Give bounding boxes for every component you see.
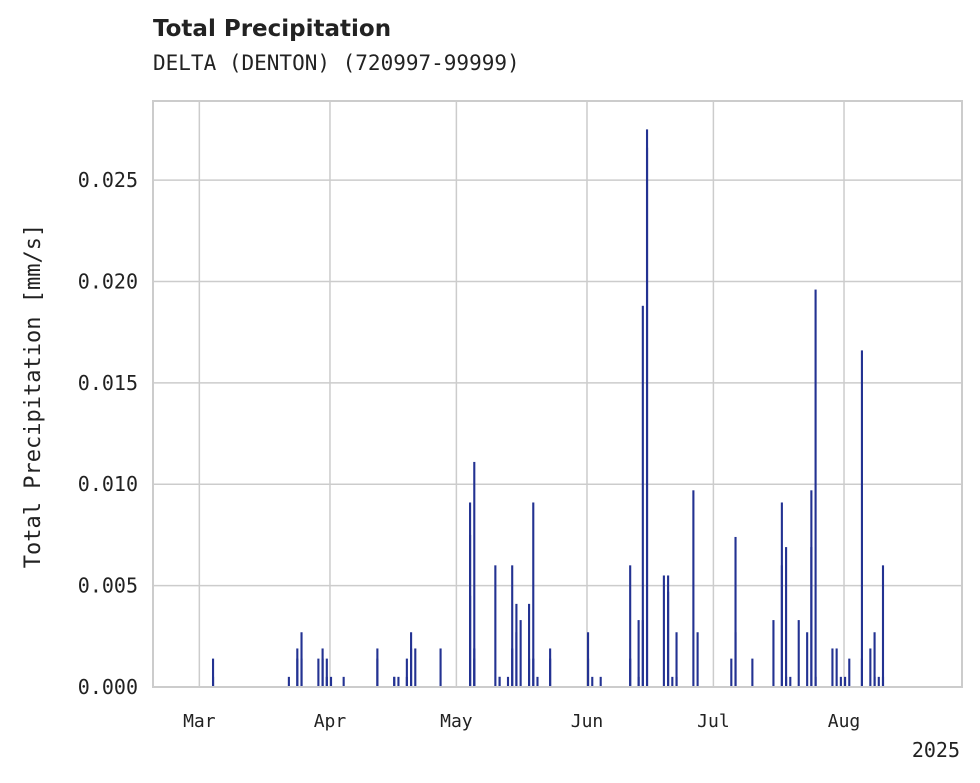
precipitation-bar xyxy=(780,502,783,687)
precipitation-bar xyxy=(511,565,514,687)
precipitation-bar xyxy=(393,676,396,687)
precipitation-bar xyxy=(211,676,215,687)
precipitation-bar xyxy=(325,676,328,687)
precipitation-bar xyxy=(515,632,518,687)
precipitation-bar xyxy=(494,565,497,687)
precipitation-bar xyxy=(797,620,800,687)
y-tick-label: 0.025 xyxy=(78,168,138,192)
y-axis-title: Total Precipitation [mm/s] xyxy=(21,224,46,568)
precipitation-bar xyxy=(877,676,880,687)
precipitation-bar xyxy=(549,648,552,687)
precipitation-bar xyxy=(405,658,408,687)
precipitation-bar xyxy=(211,658,215,687)
precipitation-bar xyxy=(498,676,501,687)
bar-series xyxy=(211,129,885,687)
chart-title: Total Precipitation xyxy=(153,16,392,42)
precipitation-bar xyxy=(873,632,876,687)
precipitation-bar xyxy=(300,658,303,687)
y-tick-label: 0.015 xyxy=(78,371,138,395)
x-tick-label: May xyxy=(440,711,473,732)
precipitation-bar xyxy=(835,648,838,687)
precipitation-bar xyxy=(599,676,602,687)
precipitation-bar xyxy=(734,536,737,687)
precipitation-bar xyxy=(641,305,644,687)
precipitation-bar xyxy=(506,676,510,687)
precipitation-bar xyxy=(536,676,539,687)
precipitation-bar xyxy=(844,676,847,687)
precipitation-bar xyxy=(696,632,699,687)
precipitation-bar xyxy=(671,676,674,687)
precipitation-bar xyxy=(473,461,476,687)
precipitation-bar xyxy=(675,632,678,687)
precipitation-bar xyxy=(675,676,678,687)
precipitation-bar xyxy=(667,575,670,687)
precipitation-bar xyxy=(785,547,788,687)
precipitation-bar xyxy=(789,676,792,687)
x-tick-label: Aug xyxy=(828,711,861,732)
precipitation-bar xyxy=(287,676,290,687)
precipitation-bar xyxy=(637,620,640,687)
precipitation-bar xyxy=(532,502,535,687)
y-tick-label: 0.010 xyxy=(78,472,138,496)
precipitation-bar xyxy=(839,676,842,687)
x-axis-ticks: Mar Apr May Jun Jul Aug xyxy=(183,711,860,732)
precipitation-bar xyxy=(831,648,834,687)
precipitation-bar xyxy=(881,676,885,687)
x-tick-label: Apr xyxy=(314,711,347,732)
precipitation-bar xyxy=(317,658,320,687)
precipitation-bar xyxy=(397,676,400,687)
precipitation-bar xyxy=(528,603,531,687)
precipitation-bar xyxy=(869,648,872,687)
precipitation-bar xyxy=(873,676,876,687)
precipitation-bar xyxy=(810,490,813,687)
precipitation-bar xyxy=(414,648,417,687)
precipitation-bar xyxy=(532,658,535,687)
precipitation-bar xyxy=(881,565,885,687)
x-tick-label: Mar xyxy=(183,711,216,732)
precipitation-bar xyxy=(860,350,863,687)
precipitation-bar xyxy=(376,658,379,687)
precipitation-bar xyxy=(814,289,817,687)
precipitation-bar xyxy=(410,648,413,687)
x-tick-label: Jul xyxy=(697,711,730,732)
x-tick-label: Jun xyxy=(571,711,604,732)
chart-subtitle: DELTA (DENTON) (720997-99999) xyxy=(153,51,520,75)
precipitation-bar xyxy=(645,129,649,687)
precipitation-bar xyxy=(814,676,817,687)
y-axis-ticks: 0.000 0.005 0.010 0.015 0.020 0.025 xyxy=(78,168,138,699)
precipitation-bar xyxy=(860,658,863,687)
y-tick-label: 0.000 xyxy=(78,675,138,699)
precipitation-bar xyxy=(629,565,632,687)
precipitation-bar xyxy=(662,575,665,687)
precipitation-bar xyxy=(296,658,299,687)
precipitation-bar xyxy=(641,620,644,687)
x-axis-year-label: 2025 xyxy=(912,738,960,762)
plot-frame xyxy=(152,100,963,688)
precipitation-bar xyxy=(591,676,594,687)
precipitation-bar xyxy=(848,658,851,687)
precipitation-bar xyxy=(473,658,476,687)
precipitation-bar xyxy=(751,658,754,687)
grid-lines xyxy=(153,101,962,688)
precipitation-bar xyxy=(692,490,695,687)
precipitation-bar xyxy=(785,676,788,687)
precipitation-bar xyxy=(806,632,809,687)
precipitation-bar xyxy=(329,676,333,687)
precipitation-bar xyxy=(586,632,590,687)
precipitation-bar xyxy=(519,620,522,687)
precipitation-bar xyxy=(321,658,324,687)
y-tick-label: 0.005 xyxy=(78,574,138,598)
precipitation-bar xyxy=(325,658,328,687)
precipitation-bar xyxy=(772,620,775,687)
precipitation-bar xyxy=(342,676,345,687)
precipitation-bar xyxy=(439,648,442,687)
precipitation-bar xyxy=(730,658,733,687)
precipitation-bar xyxy=(469,502,472,687)
y-tick-label: 0.020 xyxy=(78,269,138,293)
